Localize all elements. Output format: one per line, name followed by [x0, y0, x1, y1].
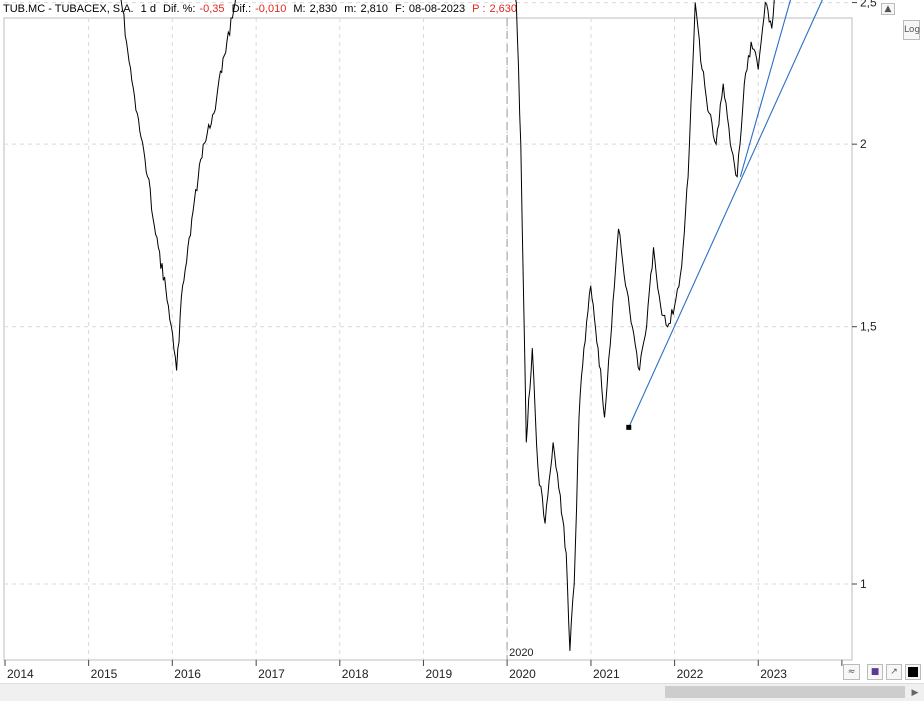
max-value: 2,830	[309, 3, 338, 15]
price-chart[interactable]: 43,532,521,51201420152016201720182019202…	[0, 0, 924, 683]
min-value: 2,810	[360, 3, 388, 15]
save-button[interactable]: ■	[867, 664, 883, 680]
y-tick-label: 2,5	[860, 0, 877, 10]
chart-header: TUB.MC - TUBACEX, S.A. 1 d Dif. %: -0,35 …	[0, 0, 873, 18]
x-tick-label: 2015	[91, 667, 118, 681]
x-tick-label: 2014	[7, 667, 34, 681]
x-tick-label: 2019	[425, 667, 452, 681]
min-label: m:	[344, 3, 357, 15]
dif-pct-value: -0,35	[199, 3, 225, 15]
price-label: P :	[472, 3, 486, 15]
scroll-up-button[interactable]: ▲	[881, 3, 895, 15]
x-tick-label: 2018	[342, 667, 369, 681]
date-label: F:	[395, 3, 405, 15]
x-tick-label: 2022	[677, 667, 704, 681]
floppy-icon: ■	[870, 667, 880, 677]
dif-label: Dif.:	[231, 3, 252, 15]
x-tick-label: 2023	[760, 667, 787, 681]
x-tick-label: 2021	[593, 667, 620, 681]
date-value: 08-08-2023	[408, 3, 466, 15]
draw-icon: ↗	[890, 667, 898, 677]
x-tick-label: 2017	[258, 667, 285, 681]
chevron-up-icon: ▲	[884, 4, 892, 14]
scroll-right-button[interactable]: ▶	[908, 686, 922, 698]
dif-value: -0,010	[255, 3, 287, 15]
zoom-button[interactable]: ≈	[843, 664, 860, 680]
price-value: 2,630	[489, 3, 517, 15]
trendline	[739, 0, 791, 177]
period: 1 d	[140, 3, 156, 15]
symbol-name: TUB.MC - TUBACEX, S.A.	[3, 3, 134, 15]
x-tick-label: 2020	[509, 667, 536, 681]
zoom-in-icon: ≈	[847, 667, 856, 677]
max-label: M:	[293, 3, 306, 15]
y-tick-label: 1	[860, 577, 867, 591]
cursor-date-label: 2020	[509, 647, 533, 659]
scrollbar-thumb[interactable]	[665, 686, 905, 698]
x-tick-label: 2016	[174, 667, 201, 681]
color-swatch-icon	[908, 667, 918, 677]
price-series-line	[120, 0, 775, 651]
y-tick-label: 1,5	[860, 320, 877, 334]
log-label: Log	[904, 25, 921, 35]
trendline	[628, 0, 823, 428]
color-button[interactable]	[905, 664, 921, 680]
y-tick-label: 2	[860, 137, 867, 151]
log-scale-button[interactable]: Log	[903, 20, 920, 40]
trendline-anchor	[626, 424, 632, 430]
chevron-right-icon: ▶	[911, 687, 919, 697]
draw-button[interactable]: ↗	[886, 664, 902, 680]
plot-frame	[3, 17, 853, 661]
dif-pct-label: Dif. %:	[163, 3, 196, 15]
horizontal-scrollbar[interactable]: ▶	[0, 683, 924, 701]
